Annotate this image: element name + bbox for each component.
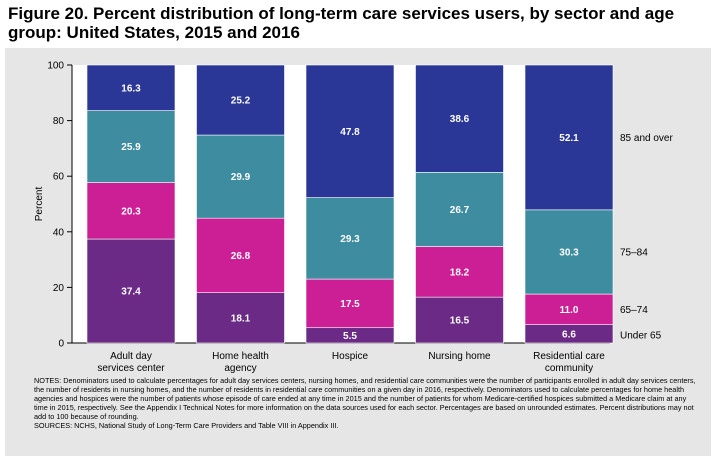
- data-label: 6.6: [562, 329, 576, 340]
- figure-notes: NOTES: Denominators used to calculate pe…: [34, 376, 698, 430]
- y-tick-label: 40: [53, 227, 65, 238]
- bar-segment: [196, 134, 285, 219]
- data-label: 18.2: [450, 267, 470, 278]
- data-label: 26.8: [231, 251, 251, 262]
- data-label: 11.0: [560, 305, 579, 316]
- bar-segment: [86, 238, 176, 344]
- data-label: 30.3: [559, 247, 579, 258]
- bar-segment: [524, 209, 614, 295]
- bar-segment: [196, 64, 285, 136]
- bar-segment: [524, 293, 614, 325]
- y-tick-label: 80: [53, 116, 65, 127]
- bar-segment: [305, 64, 395, 198]
- data-label: 38.6: [450, 114, 470, 125]
- legend-label: 85 and over: [620, 133, 673, 144]
- sources-text: SOURCES: NCHS, National Study of Long-Te…: [34, 421, 339, 430]
- data-label: 20.3: [121, 206, 141, 217]
- y-tick-label: 100: [47, 61, 64, 72]
- bar-segment: [524, 64, 614, 211]
- bar-segment: [196, 292, 285, 344]
- data-label: 16.5: [450, 316, 470, 327]
- legend-label: Under 65: [620, 331, 662, 342]
- bar-segment: [196, 217, 285, 293]
- bar-segment: [415, 64, 504, 173]
- data-label: 5.5: [343, 331, 357, 342]
- data-label: 17.5: [340, 299, 360, 310]
- legend-label: 65–74: [620, 305, 648, 316]
- x-tick-label: Nursing home: [428, 351, 491, 362]
- data-label: 29.9: [231, 172, 251, 183]
- bar-segment: [86, 182, 176, 240]
- x-tick-label: Home health: [212, 351, 269, 362]
- x-tick-label: community: [545, 363, 593, 374]
- figure-title: Figure 20. Percent distribution of long-…: [8, 4, 675, 42]
- x-tick-label: Hospice: [332, 351, 369, 362]
- bar-segment: [305, 278, 395, 329]
- x-tick-label: Residential care: [533, 351, 605, 362]
- y-tick-label: 20: [53, 283, 65, 294]
- notes-text: NOTES: Denominators used to calculate pe…: [34, 376, 696, 421]
- data-label: 16.3: [121, 83, 141, 94]
- x-tick-label: Adult day: [110, 351, 152, 362]
- data-label: 25.2: [231, 96, 251, 107]
- y-axis-label: Percent: [34, 187, 45, 222]
- bar-segment: [415, 172, 504, 247]
- data-label: 52.1: [559, 133, 579, 144]
- y-tick-label: 0: [58, 339, 64, 350]
- bar-segment: [86, 110, 176, 183]
- data-label: 18.1: [231, 313, 251, 324]
- y-tick-label: 60: [53, 172, 65, 183]
- bar-segment: [415, 296, 504, 344]
- data-label: 25.9: [121, 142, 141, 153]
- x-tick-label: services center: [97, 363, 165, 374]
- x-tick-label: agency: [224, 363, 256, 374]
- data-label: 47.8: [340, 127, 360, 138]
- bar-segment: [415, 246, 504, 298]
- bar-segment: [86, 64, 176, 111]
- data-label: 37.4: [121, 287, 141, 298]
- legend-label: 75–84: [620, 247, 648, 258]
- data-label: 26.7: [450, 205, 470, 216]
- data-label: 29.3: [340, 234, 360, 245]
